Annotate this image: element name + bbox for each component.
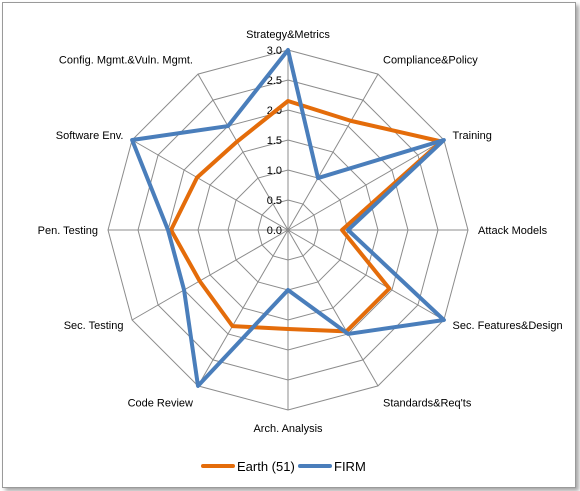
category-label: Standards&Req'ts xyxy=(383,398,472,410)
spoke xyxy=(287,139,445,231)
category-label: Sec. Testing xyxy=(64,320,124,332)
radial-tick-labels: 0.00.51.01.52.02.53.0 xyxy=(267,45,282,237)
tick-label: 3.0 xyxy=(267,45,282,57)
category-label: Pen. Testing xyxy=(38,225,98,237)
spoke xyxy=(197,73,289,231)
category-label: Arch. Analysis xyxy=(253,423,323,435)
series-line-firm xyxy=(130,48,446,388)
spoke xyxy=(131,229,289,321)
tick-label: 0.0 xyxy=(267,225,282,237)
category-label: Sec. Features&Design xyxy=(453,320,563,332)
radar-spokes xyxy=(108,50,468,410)
legend: Earth (51) FIRM xyxy=(201,459,366,474)
tick-label: 2.5 xyxy=(267,75,282,87)
spoke xyxy=(197,229,289,387)
category-label: Compliance&Policy xyxy=(383,54,478,66)
tick-label: 0.5 xyxy=(267,195,282,207)
category-label: Strategy&Metrics xyxy=(246,29,330,41)
category-label: Attack Models xyxy=(478,225,548,237)
spoke xyxy=(287,229,379,387)
tick-label: 1.5 xyxy=(267,135,282,147)
tick-label: 1.0 xyxy=(267,165,282,177)
category-label: Training xyxy=(453,130,492,142)
spoke xyxy=(287,73,379,231)
spoke xyxy=(287,229,445,321)
spoke xyxy=(131,139,289,231)
radar-series xyxy=(130,48,446,388)
chart-frame xyxy=(2,2,576,488)
category-labels: Strategy&Metrics Compliance&Policy Trainin… xyxy=(38,29,563,435)
category-label: Code Review xyxy=(128,398,193,410)
legend-label-earth: Earth (51) xyxy=(237,459,295,474)
category-label: Config. Mgmt.&Vuln. Mgmt. xyxy=(59,54,193,66)
legend-label-firm: FIRM xyxy=(334,459,366,474)
category-label: Software Env. xyxy=(56,130,124,142)
